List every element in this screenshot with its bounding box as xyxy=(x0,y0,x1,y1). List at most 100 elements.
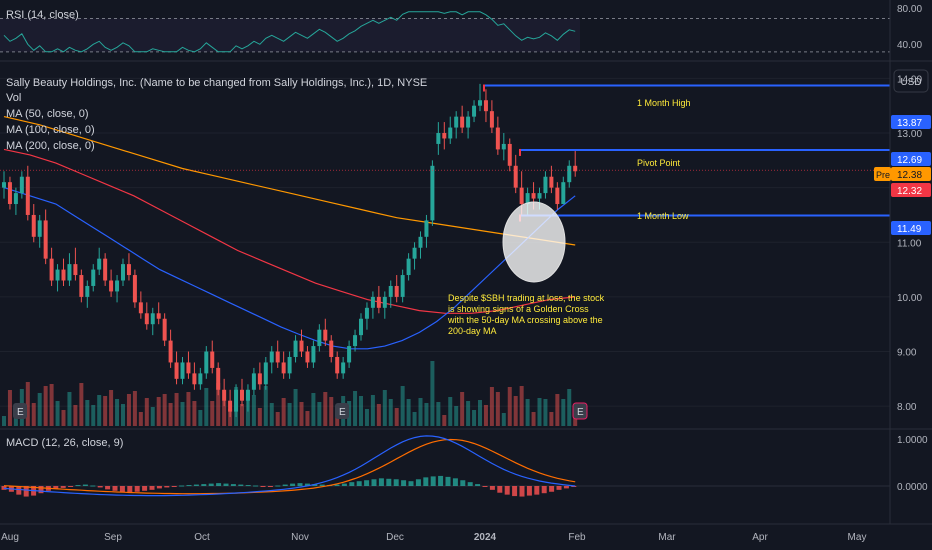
macd-histogram-bar xyxy=(467,482,473,486)
macd-histogram-bar xyxy=(282,484,288,486)
candle-body xyxy=(418,236,423,248)
candle-body xyxy=(519,187,524,205)
macd-histogram-bar xyxy=(164,486,170,488)
candle-body xyxy=(168,340,173,363)
ma100-line xyxy=(3,148,576,314)
ma50-legend[interactable]: MA (50, close, 0) xyxy=(6,108,89,120)
ma200-legend[interactable]: MA (200, close, 0) xyxy=(6,140,95,152)
macd-histogram-bar xyxy=(430,476,436,486)
volume-bar xyxy=(525,399,530,426)
badge-pre-tag xyxy=(874,167,891,181)
macd-histogram-bar xyxy=(541,486,547,494)
volume-bar xyxy=(67,392,72,426)
candle-body xyxy=(567,165,572,183)
candle-body xyxy=(436,133,441,144)
volume-bar xyxy=(454,406,459,426)
macd-histogram-bar xyxy=(356,481,362,486)
volume-bar xyxy=(228,409,233,426)
volume-bar xyxy=(567,389,572,426)
badge-pre xyxy=(891,167,931,181)
candle-body xyxy=(424,220,429,237)
rsi-legend[interactable]: RSI (14, close) xyxy=(6,9,79,21)
candle-body xyxy=(204,351,209,374)
candle-body xyxy=(174,362,179,379)
svg-text:E: E xyxy=(577,407,584,418)
volume-bar xyxy=(388,399,393,426)
volume-bar xyxy=(150,407,155,426)
ma200-line xyxy=(3,116,576,246)
candle-body xyxy=(263,362,268,385)
candle-body xyxy=(442,133,447,139)
candle-body xyxy=(406,258,411,276)
macd-legend[interactable]: MACD (12, 26, close, 9) xyxy=(6,437,124,449)
macd-histogram-bar xyxy=(75,485,81,487)
svg-text:E: E xyxy=(17,407,24,418)
volume-bar xyxy=(549,412,554,426)
rsi-tick-40: 40.00 xyxy=(897,40,922,51)
volume-bar xyxy=(543,399,548,426)
volume-bar xyxy=(126,394,131,426)
earnings-marker-2[interactable]: E xyxy=(335,403,349,419)
volume-bar xyxy=(359,396,363,426)
volume-bar xyxy=(561,399,566,426)
volume-bar xyxy=(73,405,78,426)
rsi-tick-80: 80.00 xyxy=(897,4,922,15)
candle-body xyxy=(2,182,6,188)
candle-body xyxy=(198,373,203,385)
earnings-marker-1[interactable]: E xyxy=(13,403,27,419)
macd-histogram-bar xyxy=(127,486,133,493)
badge-last-text: 12.32 xyxy=(897,186,922,197)
macd-signal-line xyxy=(3,438,576,495)
volume-bar xyxy=(186,392,191,426)
macd-histogram-bar xyxy=(275,485,281,487)
macd-histogram-bar xyxy=(571,486,577,487)
x-axis-label: 2024 xyxy=(474,532,497,543)
candle-body xyxy=(61,269,66,281)
moving-averages xyxy=(3,116,576,350)
volume-bar xyxy=(353,391,358,426)
earnings-marker-3[interactable]: E xyxy=(572,402,588,420)
candle-body xyxy=(305,351,310,363)
volume-bar xyxy=(555,394,560,426)
volume-bar xyxy=(168,403,173,426)
macd-histogram-bar xyxy=(216,483,222,486)
volume-bar xyxy=(311,393,316,426)
ma100-legend[interactable]: MA (100, close, 0) xyxy=(6,124,95,136)
candle-body xyxy=(234,389,239,412)
macd-histogram-bar xyxy=(415,479,421,486)
macd-histogram-bar xyxy=(82,484,88,486)
macd-histogram-bar xyxy=(312,484,318,486)
price-tick-label: 14.00 xyxy=(897,74,922,85)
volume-bar xyxy=(115,399,120,426)
candle-body xyxy=(382,296,387,308)
candle-body xyxy=(79,275,84,297)
x-axis-label: Nov xyxy=(291,532,309,543)
volume-bar xyxy=(251,395,256,426)
label-pivot-point: Pivot Point xyxy=(637,158,681,168)
currency-button[interactable] xyxy=(893,69,929,93)
macd-histogram-bar xyxy=(556,486,562,490)
macd-histogram-bar xyxy=(371,479,377,486)
volume-bar xyxy=(210,401,215,426)
volume-bar xyxy=(347,401,352,426)
volume-bar xyxy=(376,404,381,426)
volume-bar xyxy=(370,395,375,426)
candle-body xyxy=(162,318,167,341)
macd-histogram-bar xyxy=(53,486,59,489)
volume-legend[interactable]: Vol xyxy=(6,92,22,104)
candle-body xyxy=(210,351,215,368)
candle-body xyxy=(370,296,375,308)
macd-histogram-bar xyxy=(171,486,177,487)
volume-bar xyxy=(299,402,304,426)
main-legend-title[interactable]: Sally Beauty Holdings, Inc. (Name to be … xyxy=(6,77,428,89)
candle-body xyxy=(454,116,459,128)
candle-body xyxy=(561,182,566,205)
macd-histogram-bar xyxy=(460,480,466,486)
badge-high xyxy=(891,115,931,129)
macd-histogram-bar xyxy=(149,486,155,490)
candle-body xyxy=(472,105,477,117)
candle-body xyxy=(121,264,125,281)
candle-body xyxy=(180,362,185,379)
candle-body xyxy=(299,340,304,352)
macd-histogram-bar xyxy=(334,484,340,486)
